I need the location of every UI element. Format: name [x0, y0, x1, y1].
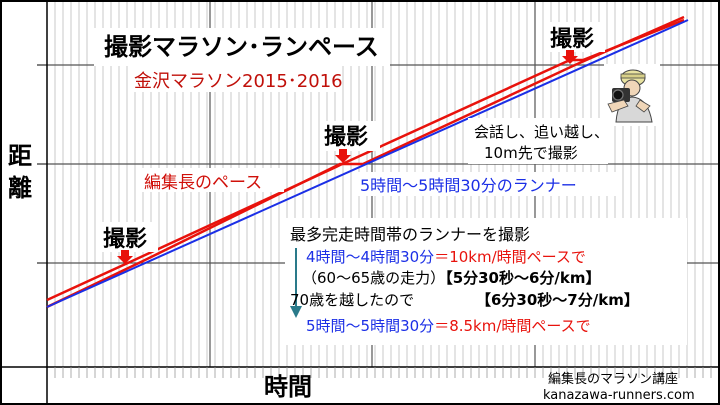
subtitle-bg	[128, 66, 340, 92]
photo-label-3-bg	[547, 22, 605, 52]
photo-label-2-bg	[322, 121, 380, 151]
callout-line-2: 10m先で撮影	[484, 144, 578, 162]
photo-label-3: 撮影	[550, 26, 594, 52]
down-arrow-icon	[562, 50, 578, 64]
down-arrow-icon	[335, 149, 351, 163]
blue-label-bg	[358, 172, 620, 196]
credit-url: kanazawa-runners.com	[543, 388, 695, 403]
photo-label-1-bg	[100, 222, 158, 252]
photo-label-1: 撮影	[103, 226, 147, 252]
x-axis-label: 時間	[264, 373, 312, 401]
info-line-2-bracket: 【5分30秒～6分/km】	[445, 269, 600, 287]
info-line-3-age: 70歳を越したので	[290, 291, 414, 309]
subtitle: 金沢マラソン2015･2016	[134, 71, 343, 92]
info-line-4: 5時間～5時間30分＝8.5km/時間ペースで	[306, 317, 591, 335]
info-line-2: （60～65歳の走力）【5分30秒～6分/km】	[302, 269, 601, 287]
photographer-icon	[604, 64, 660, 126]
axis-ticks	[37, 64, 712, 378]
red-pace-line-upper	[46, 18, 685, 302]
info-box	[285, 218, 687, 345]
down-arrow-icon	[117, 250, 133, 264]
red-label-bg	[140, 168, 284, 192]
credit-title: 編集長のマラソン講座	[548, 371, 678, 387]
info-line-1: 4時間～4時間30分＝10km/時間ペースで	[306, 248, 586, 266]
info-line-3-bracket: 【6分30秒～7分/km】	[476, 291, 639, 309]
y-axis-label-2: 離	[8, 174, 32, 202]
down-arrow-icon	[290, 248, 302, 318]
title-bg	[94, 28, 390, 66]
info-line-2-ability: （60～65歳の走力）	[302, 269, 445, 287]
callout-bg	[468, 118, 608, 164]
info-line-4-pace: ＝8.5km/時間ペースで	[434, 317, 590, 335]
red-pace-label: 編集長のペース	[144, 173, 262, 193]
info-line-1-time: 4時間～4時間30分	[306, 248, 434, 266]
info-line-4-time: 5時間～5時間30分	[306, 317, 434, 335]
info-heading: 最多完走時間帯のランナーを撮影	[290, 225, 530, 244]
photo-label-2: 撮影	[324, 124, 368, 150]
y-axis-label-1: 距	[8, 142, 32, 170]
info-line-1-pace: ＝10km/時間ペースで	[434, 248, 586, 266]
title: 撮影マラソン･ランペース	[104, 33, 379, 61]
blue-runner-line	[46, 19, 689, 308]
blue-runner-label: 5時間～5時間30分のランナー	[360, 176, 577, 195]
callout-line-1: 会話し、追い越し、	[474, 123, 609, 141]
